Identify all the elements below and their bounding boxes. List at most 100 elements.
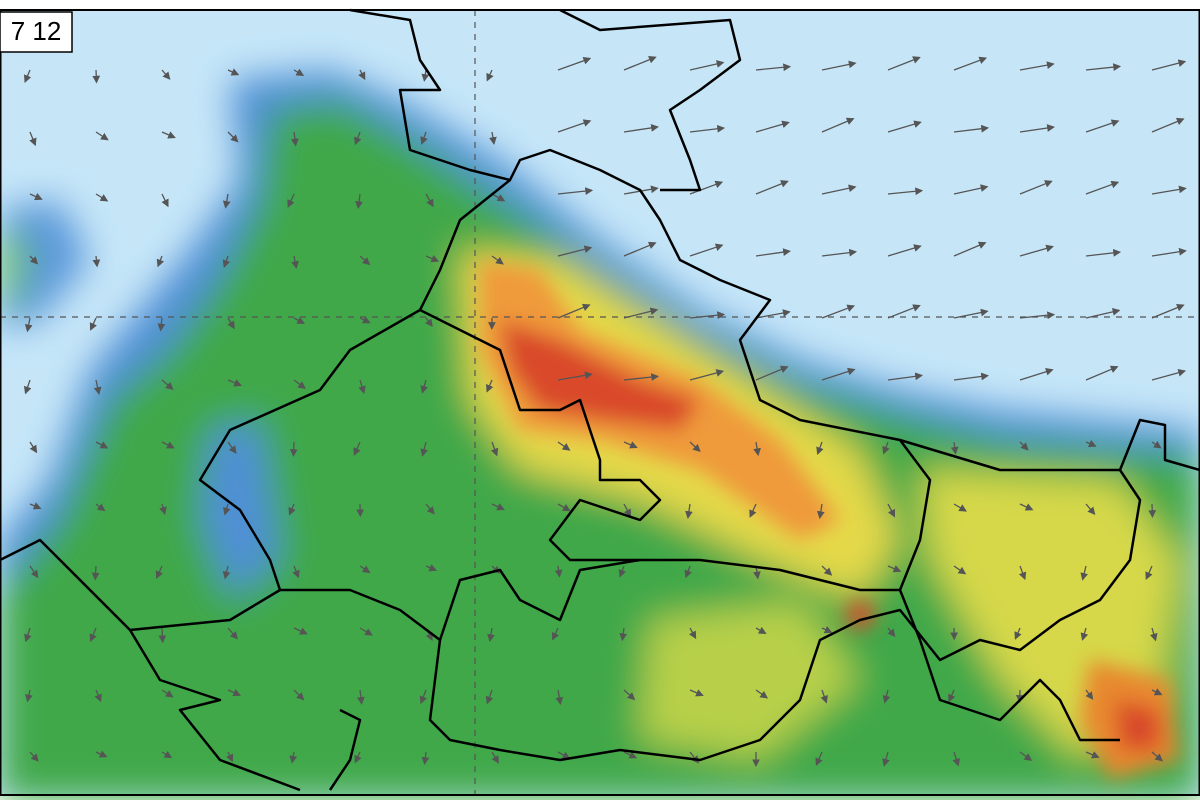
wind-arrow: [821, 304, 856, 319]
wind-arrow: [354, 751, 362, 764]
wind-arrow: [953, 184, 989, 195]
wind-arrow: [953, 565, 967, 575]
wind-arrow: [226, 751, 234, 763]
wind-arrow: [155, 565, 163, 579]
graticule: [0, 10, 1200, 795]
wind-arrow: [156, 255, 165, 268]
wind-arrow: [95, 441, 109, 449]
wind-arrow: [887, 244, 922, 257]
wind-arrow: [1151, 751, 1163, 762]
wind-arrow: [950, 441, 959, 455]
blue-patch: [0, 200, 90, 330]
wind-arrow: [821, 184, 857, 195]
wind-arrow: [1085, 689, 1094, 700]
wind-arrow: [95, 750, 108, 758]
wind-arrow: [1085, 751, 1100, 759]
map-label: 7 12: [11, 16, 62, 46]
wind-arrow: [161, 689, 174, 698]
wind-arrow: [161, 441, 175, 449]
border-east: [898, 439, 1120, 742]
wind-arrow: [293, 316, 306, 324]
wind-arrow: [287, 193, 295, 208]
wind-arrow: [95, 193, 109, 202]
wind-arrows: [23, 56, 1187, 768]
wind-arrow: [1151, 117, 1185, 133]
wind-arrow: [359, 627, 373, 636]
wind-arrow: [288, 503, 296, 516]
wind-arrow: [356, 689, 365, 705]
border-central: [418, 179, 900, 592]
wind-arrow: [557, 441, 571, 451]
wind-arrow: [749, 503, 757, 518]
border-west: [0, 308, 421, 632]
wind-arrow: [487, 627, 495, 643]
wind-arrow: [623, 689, 636, 701]
wind-arrow: [1019, 311, 1056, 320]
wind-arrow: [227, 689, 242, 697]
wind-arrow: [753, 441, 761, 457]
wind-arrow: [684, 565, 692, 579]
wind-arrow: [293, 627, 308, 635]
wind-arrow: [619, 627, 628, 642]
wind-arrow: [420, 131, 428, 145]
yellow-zone-south: [640, 600, 860, 760]
wind-arrow: [1019, 751, 1033, 761]
border-northeast: [559, 8, 742, 192]
wind-arrow: [161, 379, 174, 390]
wind-arrow: [420, 441, 428, 457]
wind-arrow: [820, 689, 828, 704]
wind-arrow: [1151, 185, 1187, 195]
wind-arrow: [491, 255, 504, 265]
wind-arrow: [882, 689, 891, 704]
wind-arrow: [1151, 59, 1187, 71]
wind-arrow: [425, 193, 434, 208]
wind-arrow: [353, 441, 361, 456]
wind-arrow: [689, 124, 726, 133]
wind-arrow: [29, 192, 43, 201]
wind-arrow: [1019, 367, 1054, 381]
wind-arrow: [953, 503, 967, 512]
wind-arrow: [887, 372, 923, 381]
wind-arrow: [89, 317, 97, 331]
wind-arrow: [557, 751, 571, 759]
wind-arrow: [91, 565, 100, 581]
wind-arrow: [882, 441, 890, 455]
wind-arrow: [1151, 368, 1187, 381]
wind-arrow: [948, 689, 956, 703]
wind-arrow: [755, 626, 767, 635]
wind-arrow: [755, 63, 792, 72]
wind-arrow: [557, 187, 594, 195]
wind-arrow: [1145, 565, 1153, 580]
wind-arrow: [623, 441, 638, 449]
wind-arrow: [821, 367, 856, 381]
wind-arrow: [1085, 365, 1119, 381]
wind-arrow: [1151, 247, 1187, 257]
wind-arrow: [952, 751, 960, 767]
wind-arrow: [92, 69, 101, 84]
wind-arrow: [821, 248, 858, 257]
wind-arrow: [557, 503, 571, 512]
wind-arrow: [1019, 441, 1029, 451]
wind-arrow: [161, 131, 176, 139]
wind-arrow: [755, 689, 769, 699]
wind-arrow: [689, 689, 704, 697]
wind-arrow: [95, 503, 106, 512]
wind-arrow: [222, 255, 231, 269]
wind-arrow: [821, 626, 833, 634]
wind-arrow: [358, 69, 366, 81]
wind-arrow: [425, 564, 438, 572]
wind-arrow: [755, 120, 790, 133]
border-mid: [280, 558, 641, 642]
wind-arrow: [755, 180, 789, 195]
wind-arrow: [1019, 124, 1055, 133]
wind-arrow: [293, 379, 306, 389]
wind-arrow: [953, 372, 990, 381]
wind-arrow: [1085, 119, 1120, 133]
wind-arrow: [24, 317, 33, 333]
wind-arrow: [24, 627, 32, 643]
wind-arrow: [29, 131, 37, 147]
red-zone-east: [1115, 700, 1160, 750]
wind-arrow: [29, 502, 42, 510]
wind-arrow: [29, 565, 39, 579]
wind-arrow: [689, 369, 725, 381]
